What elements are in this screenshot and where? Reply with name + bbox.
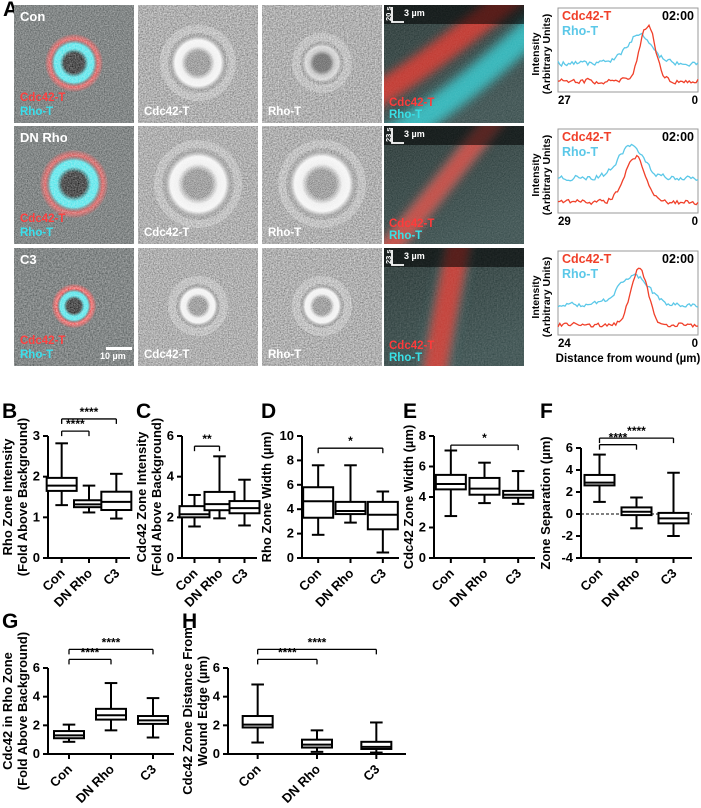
svg-text:Cdc42-T: Cdc42-T	[389, 340, 434, 352]
svg-text:Rho-T: Rho-T	[562, 145, 598, 159]
svg-text:Con: Con	[577, 565, 606, 594]
svg-text:Cdc42 Zone Intensity: Cdc42 Zone Intensity	[136, 431, 149, 563]
svg-text:0: 0	[33, 550, 40, 565]
svg-text:4: 4	[419, 489, 427, 504]
svg-text:02:00: 02:00	[662, 252, 694, 266]
svg-text:23 s: 23 s	[384, 127, 393, 142]
svg-text:0: 0	[692, 338, 698, 350]
svg-text:23 s: 23 s	[384, 249, 393, 264]
svg-text:3: 3	[33, 428, 40, 443]
svg-text:Cdc42 Zone Distance From: Cdc42 Zone Distance From	[182, 627, 195, 795]
svg-text:Rho Zone Width (µm): Rho Zone Width (µm)	[261, 432, 274, 563]
svg-text:24: 24	[558, 338, 571, 350]
svg-text:8: 8	[419, 428, 426, 443]
svg-text:Rho-T: Rho-T	[389, 109, 422, 121]
svg-text:0: 0	[566, 506, 573, 521]
svg-text:DN Rho: DN Rho	[279, 761, 323, 805]
svg-text:Con: Con	[47, 761, 76, 790]
svg-text:C3: C3	[100, 566, 122, 588]
svg-text:6: 6	[33, 660, 40, 675]
svg-text:3 µm: 3 µm	[404, 251, 425, 261]
svg-text:02:00: 02:00	[662, 130, 694, 144]
svg-text:4: 4	[167, 469, 175, 484]
svg-text:29: 29	[558, 216, 571, 228]
svg-text:2: 2	[566, 484, 573, 499]
svg-text:0: 0	[213, 746, 220, 761]
svg-text:****: ****	[308, 635, 327, 649]
svg-text:Con: Con	[428, 565, 457, 594]
svg-text:Cdc42 Zone Width (µm): Cdc42 Zone Width (µm)	[403, 425, 416, 570]
svg-text:4: 4	[566, 462, 574, 477]
svg-text:Con: Con	[296, 565, 325, 594]
svg-text:C3: C3	[137, 762, 159, 784]
svg-text:Cdc42-T: Cdc42-T	[389, 218, 434, 230]
svg-text:**: **	[202, 432, 212, 446]
svg-text:4: 4	[287, 501, 295, 516]
svg-text:DN Rho: DN Rho	[598, 565, 642, 609]
svg-text:3 µm: 3 µm	[404, 8, 425, 18]
svg-text:Cdc42-T: Cdc42-T	[562, 130, 612, 144]
svg-text:*: *	[482, 431, 487, 445]
svg-text:0: 0	[692, 216, 698, 228]
svg-text:****: ****	[80, 405, 99, 419]
svg-text:****: ****	[102, 635, 121, 649]
svg-text:27: 27	[558, 95, 571, 107]
svg-text:Cdc42-T: Cdc42-T	[562, 9, 612, 23]
svg-text:02:00: 02:00	[662, 9, 694, 23]
svg-text:6: 6	[213, 660, 220, 675]
svg-text:C3: C3	[502, 566, 524, 588]
svg-text:C3: C3	[360, 762, 382, 784]
svg-text:Rho-T: Rho-T	[389, 230, 422, 242]
svg-text:2: 2	[419, 520, 426, 535]
svg-text:Cdc42 in Rho Zone: Cdc42 in Rho Zone	[2, 652, 15, 770]
svg-text:1: 1	[33, 509, 40, 524]
svg-text:0: 0	[33, 746, 40, 761]
svg-text:6: 6	[167, 428, 174, 443]
svg-text:10: 10	[280, 428, 294, 443]
svg-text:20 s: 20 s	[384, 6, 393, 21]
svg-text:0: 0	[167, 550, 174, 565]
svg-text:C3: C3	[657, 566, 679, 588]
svg-text:Rho-T: Rho-T	[562, 267, 598, 281]
svg-text:2: 2	[287, 526, 294, 541]
svg-text:(Fold Above Background): (Fold Above Background)	[149, 418, 164, 576]
svg-text:4: 4	[33, 689, 41, 704]
svg-text:Rho-T: Rho-T	[389, 352, 422, 364]
svg-text:-4: -4	[561, 550, 573, 565]
svg-text:****: ****	[81, 645, 100, 659]
svg-text:2: 2	[33, 717, 40, 732]
svg-text:Distance from wound (µm): Distance from wound (µm)	[556, 353, 700, 365]
svg-text:6: 6	[419, 459, 426, 474]
svg-text:Cdc42-T: Cdc42-T	[562, 252, 612, 266]
svg-text:DN Rho: DN Rho	[73, 761, 117, 805]
svg-text:0: 0	[692, 95, 698, 107]
svg-text:Cdc42-T: Cdc42-T	[389, 97, 434, 109]
svg-text:Zone Separation (µm): Zone Separation (µm)	[540, 436, 553, 569]
svg-text:8: 8	[287, 452, 294, 467]
svg-text:(Arbitrary Units): (Arbitrary Units)	[541, 257, 553, 338]
svg-text:6: 6	[287, 477, 294, 492]
svg-text:Rho Zone Intensity: Rho Zone Intensity	[2, 438, 15, 556]
svg-text:3 µm: 3 µm	[404, 129, 425, 139]
svg-text:0: 0	[287, 550, 294, 565]
svg-text:(Fold Above Background): (Fold Above Background)	[15, 418, 30, 576]
svg-text:Wound Edge (µm): Wound Edge (µm)	[195, 656, 210, 767]
svg-text:4: 4	[213, 689, 221, 704]
svg-text:2: 2	[33, 469, 40, 484]
svg-text:Con: Con	[235, 761, 264, 790]
svg-text:-2: -2	[561, 528, 573, 543]
svg-text:2: 2	[213, 717, 220, 732]
svg-text:(Fold Above Background): (Fold Above Background)	[15, 632, 30, 790]
svg-text:*: *	[348, 434, 353, 448]
svg-text:C3: C3	[228, 566, 250, 588]
svg-text:(Arbitrary Units): (Arbitrary Units)	[541, 14, 553, 95]
svg-text:****: ****	[627, 424, 646, 438]
svg-text:2: 2	[167, 509, 174, 524]
svg-text:C3: C3	[367, 566, 389, 588]
svg-text:0: 0	[419, 550, 426, 565]
svg-text:(Arbitrary Units): (Arbitrary Units)	[541, 135, 553, 216]
svg-text:****: ****	[278, 645, 297, 659]
svg-text:Rho-T: Rho-T	[562, 24, 598, 38]
svg-text:6: 6	[566, 440, 573, 455]
